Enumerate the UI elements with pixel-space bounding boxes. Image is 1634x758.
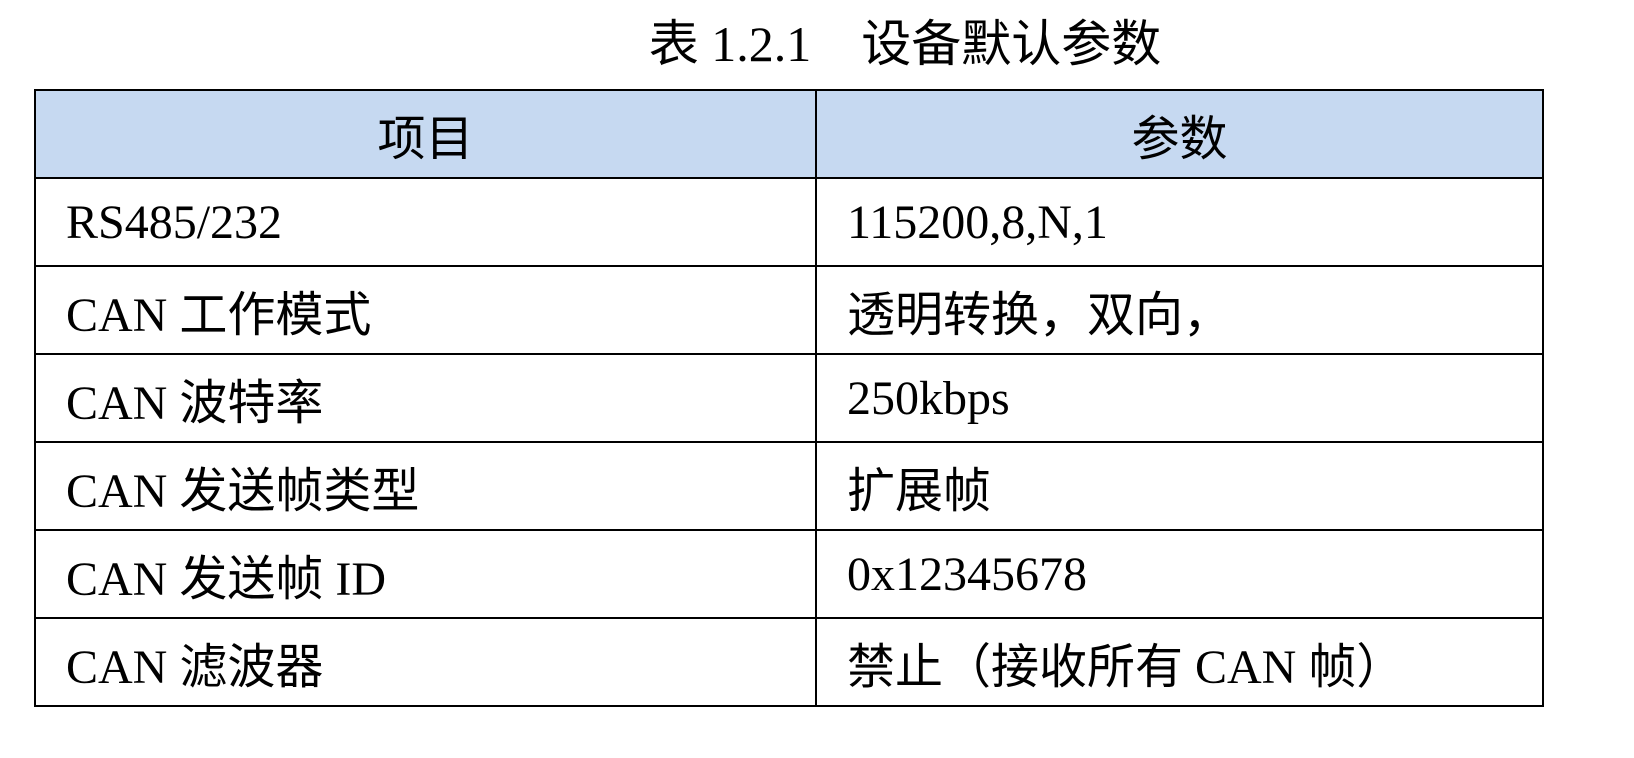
parameter-cell: 扩展帧	[815, 441, 1544, 531]
parameter-cell: 250kbps	[815, 353, 1544, 443]
item-cell: CAN 滤波器	[34, 617, 817, 707]
table-row: RS485/232 115200,8,N,1	[34, 177, 1544, 267]
table-row: CAN 波特率 250kbps	[34, 353, 1544, 443]
parameter-cell: 115200,8,N,1	[815, 177, 1544, 267]
table-row: CAN 发送帧 ID 0x12345678	[34, 529, 1544, 619]
item-cell: CAN 波特率	[34, 353, 817, 443]
parameter-cell: 透明转换，双向，	[815, 265, 1544, 355]
table-row: CAN 滤波器 禁止（接收所有 CAN 帧）	[34, 617, 1544, 707]
table-row: CAN 工作模式 透明转换，双向，	[34, 265, 1544, 355]
item-cell: CAN 发送帧类型	[34, 441, 817, 531]
parameter-cell: 0x12345678	[815, 529, 1544, 619]
table-header-row: 项目 参数	[34, 89, 1544, 179]
header-item: 项目	[34, 89, 817, 179]
item-cell: CAN 发送帧 ID	[34, 529, 817, 619]
parameter-cell: 禁止（接收所有 CAN 帧）	[815, 617, 1544, 707]
item-cell: RS485/232	[34, 177, 817, 267]
item-cell: CAN 工作模式	[34, 265, 817, 355]
table-caption: 表 1.2.1 设备默认参数	[648, 16, 1162, 72]
header-parameter: 参数	[815, 89, 1544, 179]
default-parameters-table: 项目 参数 RS485/232 115200,8,N,1 CAN 工作模式 透明转换，…	[34, 89, 1544, 707]
table-row: CAN 发送帧类型 扩展帧	[34, 441, 1544, 531]
